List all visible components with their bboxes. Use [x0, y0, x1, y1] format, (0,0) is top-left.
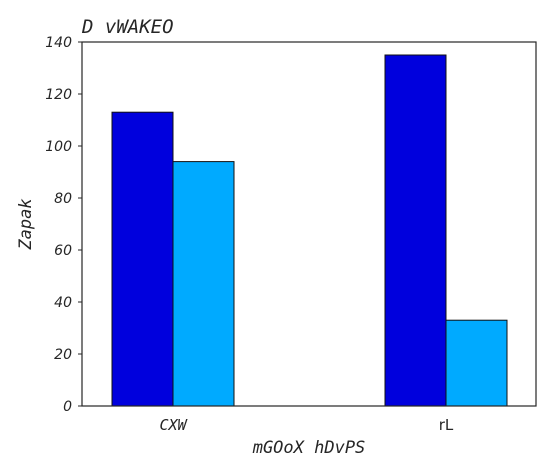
y-tick-label-3: 60: [54, 243, 72, 259]
plot-frame: [81, 41, 537, 407]
y-tick-label-1: 20: [54, 347, 72, 363]
y-tick-label-0: 0: [63, 399, 72, 415]
y-axis-ticks: 0 20 40 60 80 100 120 140: [45, 35, 82, 415]
x-axis-ticks: CXW rL: [159, 416, 453, 434]
y-tick-label-6: 120: [45, 87, 72, 103]
y-tick-label-4: 80: [54, 191, 72, 207]
x-tick-label-rL: rL: [439, 416, 454, 434]
x-axis-label: mGOoX hDvPS: [252, 438, 366, 458]
y-tick-label-7: 140: [45, 35, 72, 51]
x-tick-label-CXW: CXW: [159, 416, 188, 434]
y-tick-label-5: 100: [45, 139, 72, 155]
y-axis-label: Zapak: [16, 198, 36, 250]
bar-rL-series-1: [384, 54, 447, 407]
bar-CXW-series-1: [111, 111, 174, 407]
chart-title: D vWAKEO: [81, 16, 174, 38]
bar-CXW-series-2: [172, 161, 235, 407]
y-tick-label-2: 40: [54, 295, 72, 311]
bars-group: [111, 54, 508, 407]
bar-rL-series-2: [445, 319, 508, 407]
